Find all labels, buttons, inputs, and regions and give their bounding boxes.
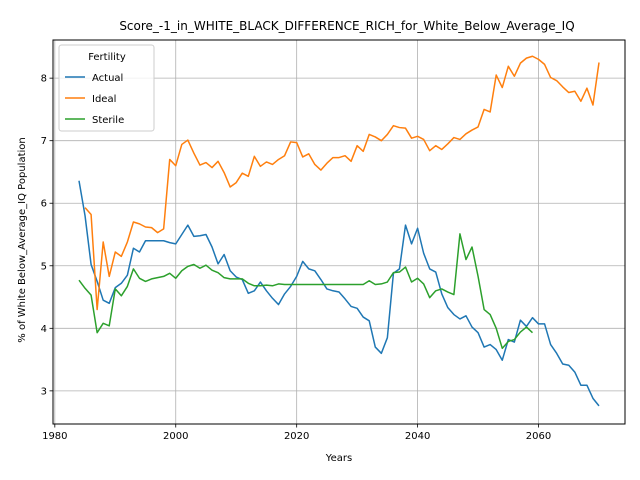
series-lines <box>78 55 600 407</box>
y-tick-label: 4 <box>41 324 47 335</box>
legend-label-ideal: Ideal <box>92 94 116 105</box>
x-tick-label: 2000 <box>163 431 188 442</box>
x-axis-label: Years <box>325 453 352 464</box>
series-line-ideal <box>84 55 600 311</box>
y-tick-label: 6 <box>41 199 47 210</box>
legend-label-actual: Actual <box>92 73 123 84</box>
y-tick-label: 3 <box>41 386 47 397</box>
plot-frame <box>52 39 626 425</box>
y-ticks: 3 4 5 6 7 8 <box>41 74 53 397</box>
x-tick-label: 2020 <box>284 431 309 442</box>
legend: Fertility Actual Ideal Sterile <box>58 44 155 132</box>
x-tick-label: 2040 <box>405 431 430 442</box>
series-line-actual <box>78 180 600 407</box>
x-ticks: 1980 2000 2020 2040 2060 <box>42 424 551 442</box>
y-tick-label: 5 <box>41 261 47 272</box>
series-line-sterile <box>78 233 534 350</box>
legend-box <box>58 44 155 132</box>
x-tick-label: 2060 <box>526 431 551 442</box>
legend-label-sterile: Sterile <box>92 115 124 126</box>
chart-title: Score_-1_in_WHITE_BLACK_DIFFERENCE_RICH_… <box>119 19 574 33</box>
x-tick-label: 1980 <box>42 431 67 442</box>
legend-title: Fertility <box>88 52 126 63</box>
y-tick-label: 8 <box>41 74 47 85</box>
y-axis-label: % of White Below_Average_IQ Population <box>17 137 28 342</box>
y-tick-label: 7 <box>41 136 47 147</box>
